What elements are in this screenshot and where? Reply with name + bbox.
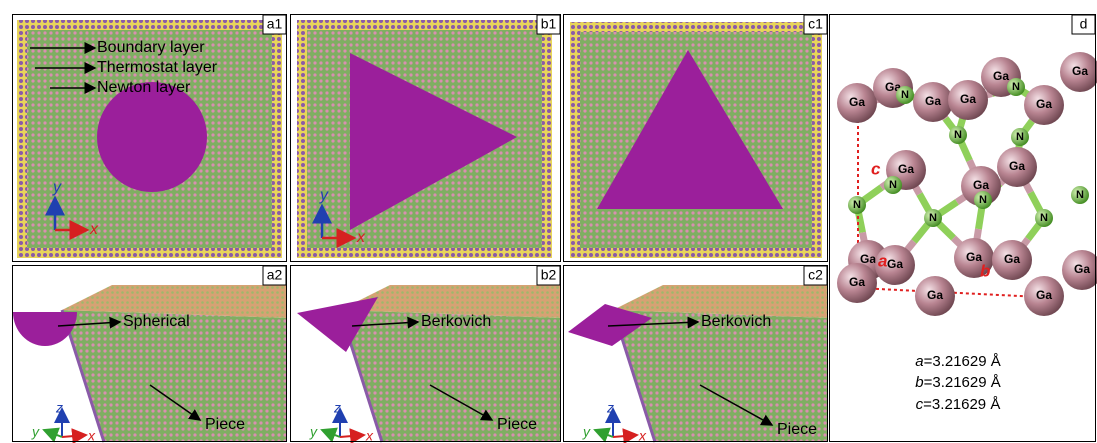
layer-label: Thermostat layer: [97, 59, 218, 76]
cell-label: b: [980, 261, 990, 280]
spherical-indenter: [97, 82, 207, 192]
indenter-label: Berkovich: [701, 313, 771, 330]
panel-label: c1: [808, 16, 823, 32]
atom-label: N: [979, 194, 987, 206]
atom-label: Ga: [925, 94, 941, 108]
panel-label: b1: [541, 16, 557, 32]
layer-label: Newton layer: [97, 79, 191, 96]
atom-label: Ga: [898, 162, 914, 176]
atom-label: Ga: [887, 257, 903, 271]
atom-label: Ga: [1072, 64, 1088, 78]
atom-label: Ga: [849, 95, 865, 109]
axis-label: y: [31, 424, 40, 440]
atom-label: N: [1040, 212, 1048, 224]
parameter-value: =3.21629 Å: [923, 396, 1000, 413]
parameter-symbol: a: [915, 353, 923, 370]
lattice-parameter: a=3.21629 Å: [915, 353, 1001, 370]
atom-label: Ga: [1004, 252, 1020, 266]
parameter-value: =3.21629 Å: [924, 374, 1001, 391]
cell-label: a: [878, 251, 887, 270]
panel-label: a2: [267, 267, 283, 283]
atom-label: Ga: [993, 69, 1009, 83]
spherical-indenter: [13, 312, 77, 346]
atom-label: Ga: [849, 275, 865, 289]
axis-label: y: [309, 424, 318, 440]
axis-label: z: [333, 400, 341, 416]
piece-label: Piece: [777, 421, 817, 438]
parameter-symbol: b: [915, 374, 923, 391]
atom-label: Ga: [1009, 159, 1025, 173]
axis-y: [322, 430, 340, 437]
indenter-label: Spherical: [123, 313, 190, 330]
atom-label: N: [954, 129, 962, 141]
atom-label: Ga: [927, 288, 943, 302]
axis-y: [44, 430, 62, 437]
lattice-parameter: c=3.21629 Å: [916, 396, 1001, 413]
axis-label: x: [87, 428, 96, 443]
panel-label: a1: [267, 16, 283, 32]
panel-label: b2: [541, 267, 557, 283]
atom-label: Ga: [973, 178, 989, 192]
axis-label: y: [582, 424, 591, 440]
axis-x: [62, 435, 86, 437]
indenter-label: Berkovich: [421, 313, 491, 330]
axis-label: y: [52, 179, 62, 196]
axis-label: x: [356, 229, 366, 246]
piece-label: Piece: [205, 416, 245, 433]
axis-label: x: [89, 221, 99, 238]
axis-label: y: [319, 187, 329, 204]
axis-label: z: [606, 400, 614, 416]
panel-label: d: [1080, 16, 1088, 32]
atom-label: Ga: [960, 92, 976, 106]
atom-label: Ga: [1074, 262, 1090, 276]
panel-label: c2: [808, 267, 823, 283]
axis-x: [340, 435, 364, 437]
atom-label: N: [901, 89, 909, 101]
axis-label: x: [365, 428, 374, 443]
atom-label: Ga: [1036, 288, 1052, 302]
atom-label: N: [1016, 131, 1024, 143]
atom-label: N: [1012, 81, 1020, 93]
axis-label: x: [638, 428, 647, 443]
atom-label: Ga: [1036, 97, 1052, 111]
atom-label: N: [929, 212, 937, 224]
piece-label: Piece: [497, 416, 537, 433]
axis-y: [595, 430, 613, 437]
atom-label: N: [889, 179, 897, 191]
atom-label: N: [853, 199, 861, 211]
layer-label: Boundary layer: [97, 39, 205, 56]
axis-x: [613, 435, 637, 437]
lattice-parameter: b=3.21629 Å: [915, 374, 1001, 391]
atom-label: N: [1076, 189, 1084, 201]
figure: Boundary layer Thermostat layer Newton lay…: [0, 0, 1097, 443]
parameter-value: =3.21629 Å: [924, 353, 1001, 370]
cell-label: c: [871, 159, 881, 178]
axis-label: z: [55, 400, 63, 416]
